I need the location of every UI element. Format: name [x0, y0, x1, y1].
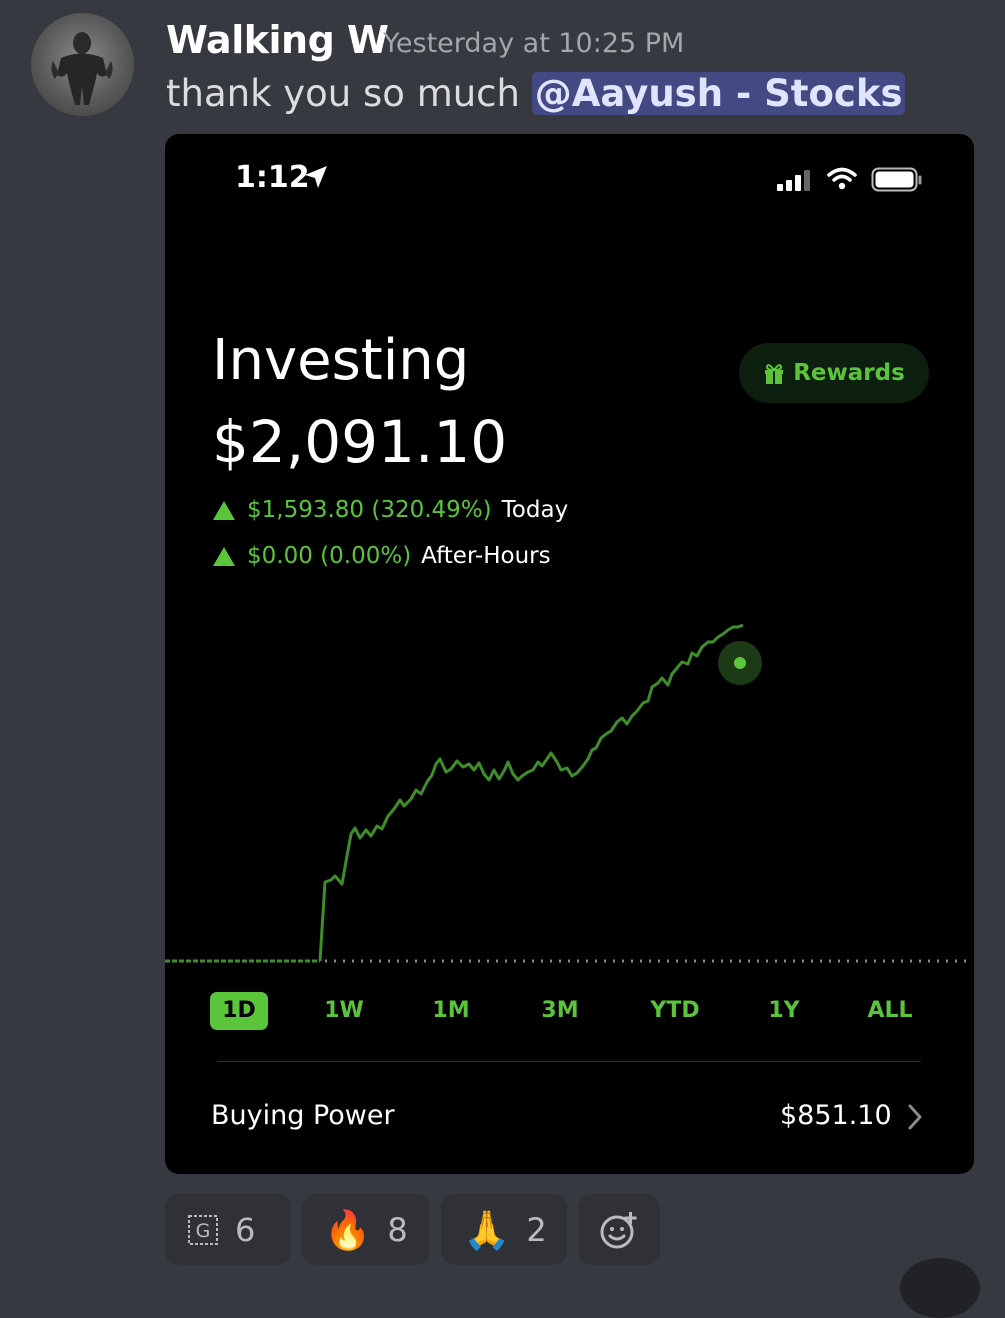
section-divider — [217, 1061, 921, 1062]
g-emote-icon: G — [188, 1214, 218, 1245]
cellular-signal-icon — [777, 170, 810, 191]
reaction-count: 2 — [526, 1210, 547, 1249]
battery-icon — [871, 167, 922, 192]
username[interactable]: Walking W — [166, 18, 389, 62]
up-arrow-icon — [213, 546, 235, 566]
reaction-count: 6 — [235, 1210, 256, 1249]
range-tab-all[interactable]: ALL — [867, 998, 913, 1023]
range-tab-ytd[interactable]: YTD — [650, 998, 700, 1023]
jump-to-bottom-button[interactable] — [900, 1258, 980, 1318]
fire-emoji-icon: 🔥 — [324, 1207, 372, 1252]
avatar[interactable] — [31, 13, 134, 116]
buying-power-value[interactable]: $851.10 — [780, 1100, 892, 1131]
user-mention[interactable]: @Aayush - Stocks — [531, 72, 906, 115]
reaction-pray[interactable]: 🙏 2 — [441, 1194, 567, 1265]
svg-text:G: G — [196, 1220, 211, 1242]
range-tab-1w[interactable]: 1W — [324, 998, 364, 1023]
after-hours-change-value: $0.00 (0.00%) — [247, 543, 412, 569]
chart-price-line — [318, 623, 744, 962]
gift-icon — [765, 364, 784, 384]
time-range-selector: 1D 1W 1M 3M YTD 1Y ALL — [210, 992, 930, 1032]
image-attachment[interactable]: 1:12 Investing $2,091.10 Rewards $1,593.… — [165, 134, 974, 1174]
chevron-right-icon[interactable] — [907, 1104, 923, 1130]
after-hours-label: After-Hours — [421, 543, 551, 569]
today-change-label: Today — [501, 497, 569, 523]
add-reaction-icon — [600, 1211, 637, 1248]
portfolio-chart[interactable] — [165, 134, 974, 984]
page-title: Investing — [212, 328, 470, 393]
reaction-g-emote[interactable]: G 6 — [165, 1194, 291, 1265]
message-body: thank you so much — [166, 72, 532, 115]
range-tab-1d[interactable]: 1D — [210, 992, 268, 1030]
phone-status-time: 1:12 — [235, 160, 310, 195]
range-tab-1y[interactable]: 1Y — [768, 998, 800, 1023]
today-change-row: $1,593.80 (320.49%) Today — [213, 497, 568, 523]
wifi-icon — [827, 167, 857, 190]
reaction-fire[interactable]: 🔥 8 — [302, 1194, 430, 1265]
add-reaction-button[interactable] — [578, 1194, 660, 1265]
reaction-count: 8 — [387, 1210, 408, 1249]
location-arrow-icon — [305, 166, 327, 188]
rewards-button[interactable]: Rewards — [739, 343, 929, 403]
message-text: thank you so much @Aayush - Stocks — [166, 72, 906, 115]
message-timestamp: Yesterday at 10:25 PM — [383, 28, 685, 59]
rewards-label: Rewards — [793, 360, 905, 386]
after-hours-change-row: $0.00 (0.00%) After-Hours — [213, 543, 551, 569]
chart-current-point — [734, 657, 746, 669]
today-change-value: $1,593.80 (320.49%) — [247, 497, 492, 523]
pray-emoji-icon: 🙏 — [463, 1207, 511, 1252]
range-tab-1m[interactable]: 1M — [432, 998, 470, 1023]
buying-power-label[interactable]: Buying Power — [211, 1100, 395, 1131]
portfolio-balance: $2,091.10 — [212, 408, 508, 476]
up-arrow-icon — [213, 500, 235, 520]
bodybuilder-avatar-image — [51, 32, 113, 105]
range-tab-3m[interactable]: 3M — [541, 998, 579, 1023]
